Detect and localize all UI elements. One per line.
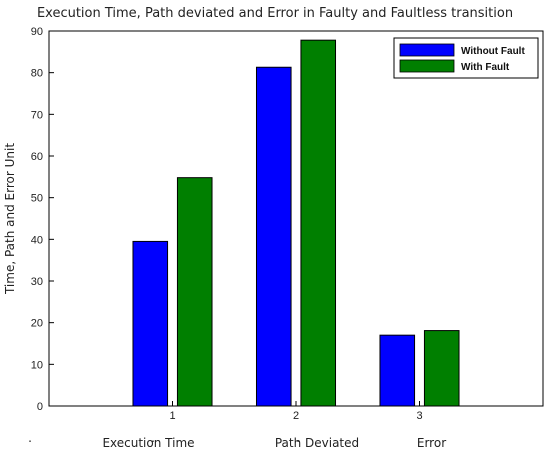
y-axis: 0 10 20 30 40 50 60 70 80 90 [31,26,54,413]
category-label: Path Deviated [275,436,359,450]
y-axis-label: Time, Path and Error Unit [3,143,17,295]
bar-without-fault-2 [255,66,292,407]
y-tick-label: 10 [31,359,43,371]
y-tick-label: 0 [37,401,43,413]
y-tick-label: 50 [31,193,43,205]
y-tick-label: 60 [31,151,43,163]
legend-swatch [399,59,455,73]
x-tick-label: 2 [293,410,299,422]
legend-label: Without Fault [461,46,525,57]
y-tick-label: 20 [31,318,43,330]
bar-with-fault-3 [423,330,460,407]
bar-without-fault-3 [379,334,416,407]
category-label: Execution Time [102,436,194,450]
x-tick-label: 1 [169,410,175,422]
chart-title: Execution Time, Path deviated and Error … [37,6,513,21]
legend-swatch [399,43,455,57]
category-label: Error [417,436,446,450]
bar-with-fault-1 [176,177,213,407]
y-tick-label: 40 [31,234,43,246]
under-axis-dot: . [28,431,32,445]
plot-frame [48,30,544,407]
y-tick-label: 80 [31,68,43,80]
bars [132,39,460,407]
under-axis-dot: . [296,431,300,445]
y-tick-label: 90 [31,26,43,38]
x-tick-label: 3 [416,410,422,422]
legend: Without Fault With Fault [393,37,539,79]
x-axis: 1 2 3 [169,401,423,422]
legend-label: With Fault [461,62,510,73]
under-axis-dot: . [151,431,155,445]
bar-with-fault-2 [300,39,337,407]
bar-without-fault-1 [132,240,169,407]
y-tick-label: 30 [31,276,43,288]
y-tick-label: 70 [31,109,43,121]
category-labels: Execution Time Path Deviated Error... [28,431,446,450]
